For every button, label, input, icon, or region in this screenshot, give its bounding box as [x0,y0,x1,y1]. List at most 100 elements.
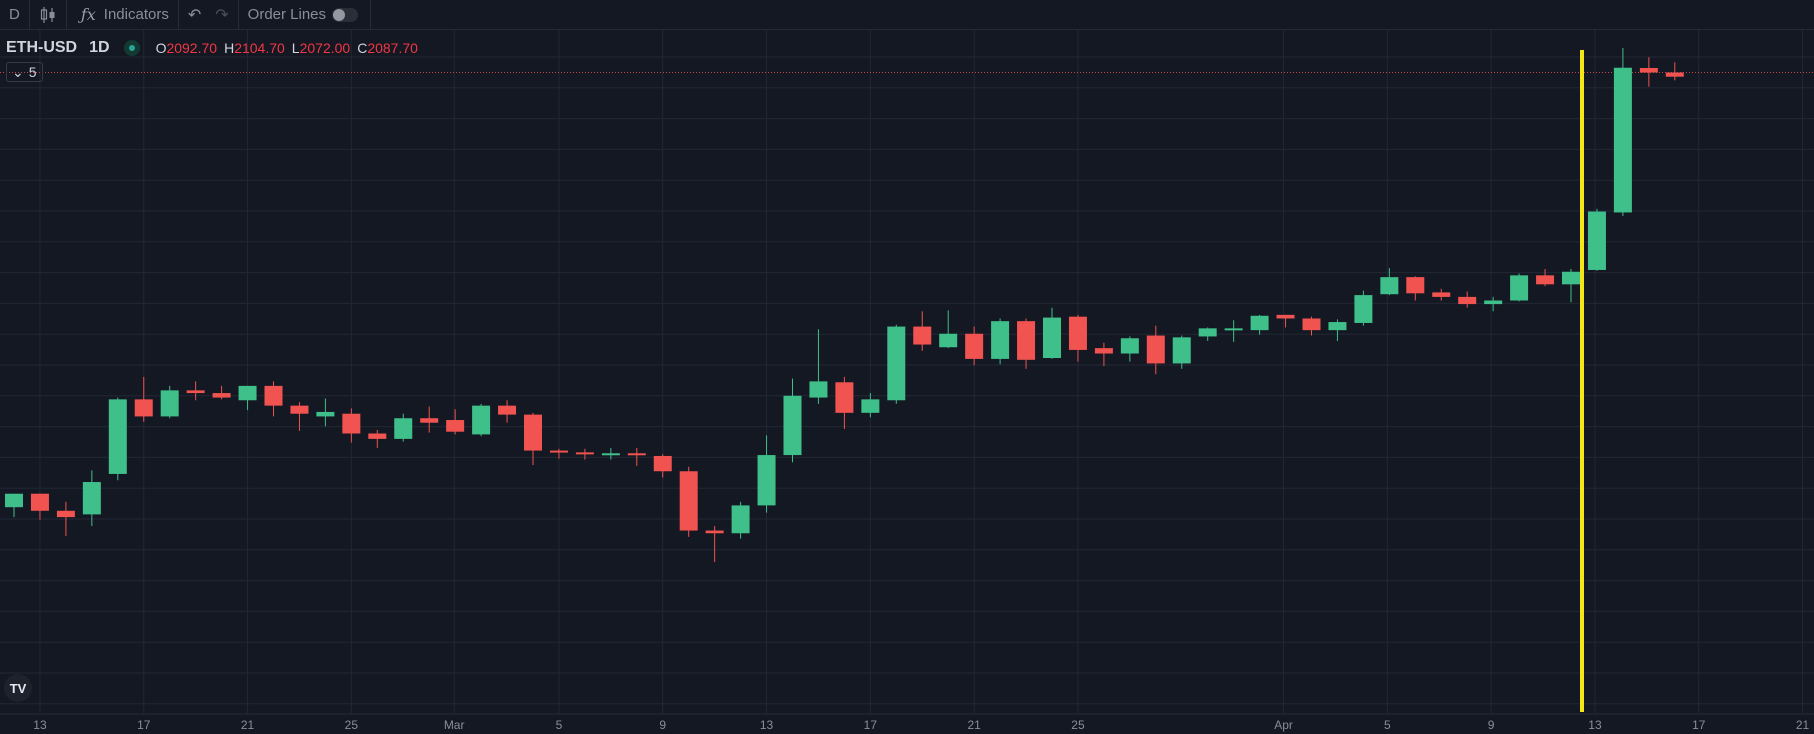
top-toolbar: D ƒx Indicators ↶ ↷ Order Lines [0,0,1814,30]
x-tick-label: 5 [1384,718,1391,732]
candle-body [861,399,880,413]
candle-body [575,452,594,455]
open-key: O [155,40,167,56]
candle-body [160,390,179,417]
ohlc-values: O2092.70 H2104.70 L2072.00 C2087.70 [156,40,418,56]
x-tick-label: 9 [1488,718,1495,732]
candle-body [524,414,542,451]
candle-body [783,395,802,456]
candlestick-chart[interactable]: 13 17 21 25 Mar 5 9 13 17 21 25 Apr 5 9 13 17 21 [0,30,1814,734]
x-tick-label: 17 [864,718,878,732]
candle-body [1354,295,1373,323]
candle-body [1484,300,1503,305]
candle-body [705,530,724,534]
candle-body [446,420,465,432]
x-tick-label: 25 [345,718,359,732]
market-status-icon [123,40,140,56]
candle-body [835,382,854,413]
symbol-legend: ETH-USD 1D O2092.70 H2104.70 L2072.00 C2… [6,39,418,57]
interval-selector[interactable]: D [0,0,30,29]
candle-body [601,453,620,456]
indicators-button[interactable]: ƒx Indicators [67,0,179,29]
candlestick-icon [40,6,55,23]
candle-body [1198,328,1217,337]
candle-body [134,399,153,417]
candle-body [1406,277,1425,294]
chevron-down-icon: ⌄ [12,63,24,80]
candle-body [1250,315,1269,331]
candle-body [420,418,439,423]
candle-body [212,393,231,398]
candle-body [1665,72,1684,77]
interval-name[interactable]: 1D [89,39,110,56]
redo-icon[interactable]: ↷ [215,6,229,24]
candle-body [1432,292,1451,297]
candle-body [653,455,672,472]
x-tick-label: 17 [1692,718,1706,732]
candle-body [1587,211,1606,270]
tradingview-logo[interactable]: TV [4,674,32,702]
symbol-name[interactable]: ETH-USD [6,39,78,56]
close-value: 2087.70 [367,40,418,56]
order-lines-toggle[interactable]: Order Lines [239,0,372,29]
x-tick-label: 21 [1796,718,1810,732]
interval-label: D [9,6,20,23]
candle-body [991,321,1010,359]
low-key: L [291,40,300,56]
candle-body [1613,67,1632,213]
x-tick-label: 9 [659,718,666,732]
x-tick-label: 17 [137,718,151,732]
undo-icon[interactable]: ↶ [187,6,202,24]
collapse-count: 5 [28,64,37,80]
indicator-collapse-button[interactable]: ⌄ 5 [6,62,43,82]
x-tick-label: 21 [967,718,981,732]
candle-body [913,326,932,345]
x-tick-label: 21 [241,718,255,732]
candle-body [965,333,984,359]
candle-body [1276,314,1295,319]
candle-body [1043,317,1061,359]
candle-body [1458,296,1477,305]
candle-body [1068,316,1087,350]
candle-body [498,405,517,415]
candle-body [5,493,23,508]
chart-type-button[interactable] [30,0,67,29]
candle-body [30,493,49,511]
candle-body [472,405,491,435]
candle-body [1536,275,1555,285]
candle-body [809,381,828,398]
chart-background [0,30,1814,734]
x-tick-label: 25 [1071,718,1085,732]
order-lines-switch[interactable] [332,7,359,22]
candle-body [394,418,413,439]
x-tick-label: Mar [444,718,465,732]
candle-body [939,333,958,348]
high-key: H [224,40,235,56]
candle-body [1224,328,1243,331]
candle-body [1017,321,1036,360]
candle-body [887,326,906,401]
candle-body [290,405,309,414]
candle-body [82,482,101,515]
candle-body [1146,335,1165,364]
close-key: C [357,40,368,56]
high-value: 2104.70 [234,40,285,56]
undo-redo-group: ↶ ↷ [179,0,239,29]
candle-body [238,385,257,401]
candle-body [1328,322,1347,331]
candle-body [1302,318,1321,331]
candle-body [342,413,361,434]
x-tick-label: 13 [760,718,774,732]
candle-body [108,399,127,474]
x-tick-label: Apr [1274,718,1293,732]
open-value: 2092.70 [166,40,218,56]
candle-body [731,505,750,534]
indicators-label: Indicators [103,6,169,23]
candle-body [757,455,776,506]
candle-body [186,390,205,394]
x-tick-label: 13 [33,718,47,732]
candle-body [549,450,568,453]
order-lines-label: Order Lines [247,6,327,23]
candle-body [368,433,387,439]
fx-icon: ƒx [80,5,96,24]
